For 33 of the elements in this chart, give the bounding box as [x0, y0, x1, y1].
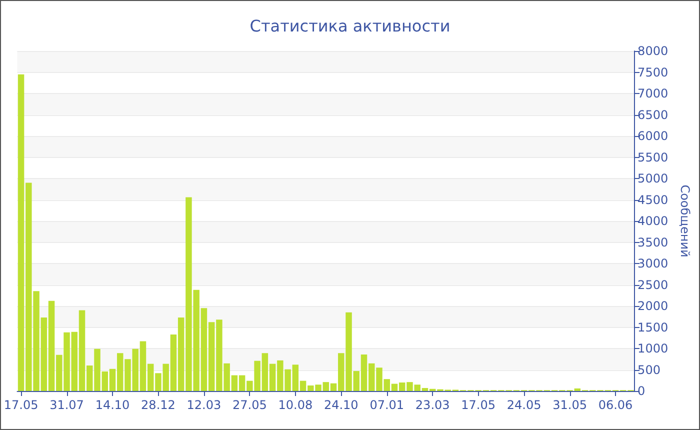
y-tick-label: 8000 — [638, 44, 668, 58]
x-tick-label: 17.05 — [461, 398, 496, 412]
y-tick-label: 4500 — [638, 192, 668, 207]
x-tick-label: 24.05 — [506, 398, 542, 412]
y-tick-label: 1000 — [638, 342, 668, 356]
y-tick-label: 1500 — [638, 320, 668, 334]
y-tick-label: 500 — [638, 362, 660, 377]
x-tick-label: 31.07 — [50, 398, 84, 412]
y-tick-label: 0 — [638, 384, 646, 398]
x-tick-label: 28.12 — [141, 398, 176, 412]
x-tick-label: 12.03 — [186, 398, 222, 412]
x-tick-label: 17.05 — [4, 398, 38, 412]
x-tick-label: 31.05 — [552, 398, 587, 412]
y-tick-label: 4000 — [638, 214, 668, 228]
x-tick-label: 23.03 — [415, 398, 450, 412]
y-axis-title: Сообщений — [678, 184, 692, 258]
y-tick-label: 2500 — [638, 278, 668, 292]
y-tick-label: 3000 — [638, 256, 668, 270]
x-tick-label: 24.10 — [324, 398, 358, 412]
x-tick-label: 27.05 — [232, 398, 267, 412]
y-tick-label: 5500 — [638, 150, 668, 164]
x-tick-label: 14.10 — [95, 398, 130, 412]
y-tick-label: 3500 — [638, 235, 668, 250]
y-tick-label: 7000 — [638, 86, 668, 100]
x-tick-label: 06.06 — [598, 398, 633, 412]
chart-title: Статистика активности — [250, 16, 450, 36]
x-tick-label: 07.01 — [370, 398, 404, 412]
y-tick-label: 7500 — [638, 65, 668, 80]
y-tick-label: 2000 — [638, 299, 668, 313]
x-tick-label: 10.08 — [278, 398, 313, 412]
y-tick-label: 5000 — [638, 172, 668, 186]
y-tick-label: 6500 — [638, 108, 668, 122]
y-tick-label: 6000 — [638, 129, 668, 143]
